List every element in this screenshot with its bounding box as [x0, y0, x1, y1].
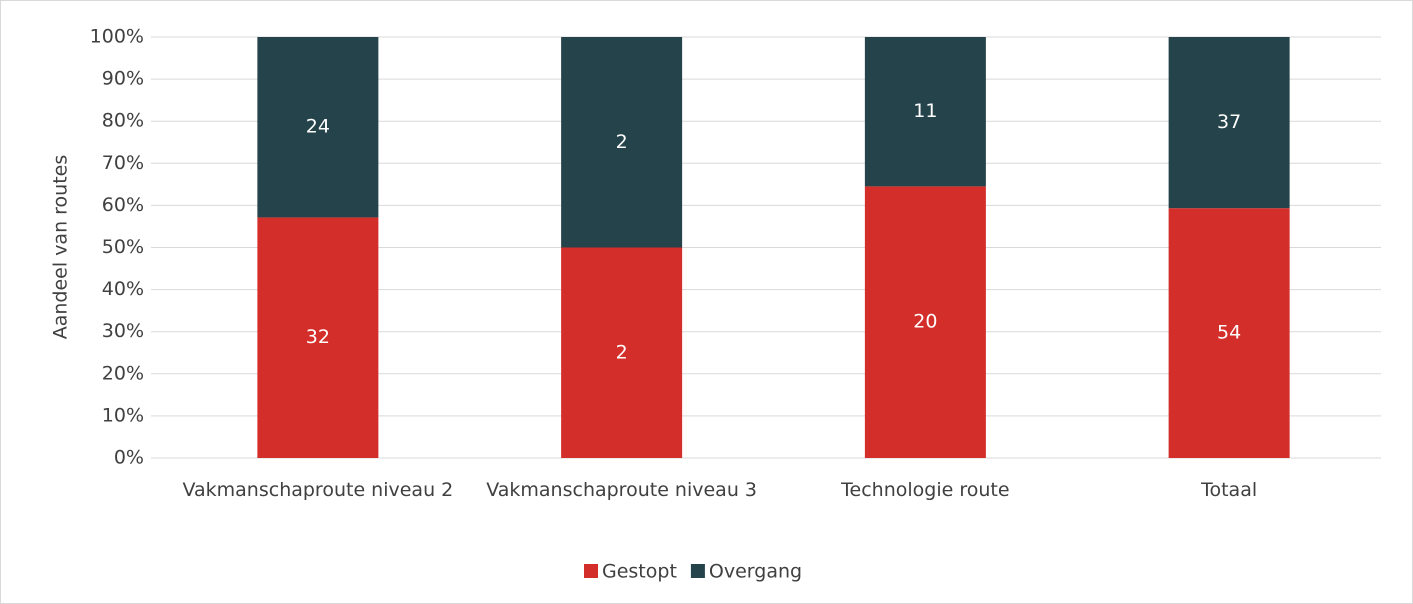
- legend-swatch: [584, 564, 598, 578]
- y-tick-label: 80%: [102, 110, 144, 132]
- legend-label: Overgang: [709, 561, 802, 583]
- x-tick-label: Vakmanschaproute niveau 2: [182, 479, 454, 501]
- data-label: 32: [306, 326, 330, 348]
- bar-segment: [864, 186, 986, 459]
- bar-segment: [561, 37, 683, 248]
- y-tick-label: 0%: [114, 447, 144, 469]
- x-tick-label: Technologie route: [841, 479, 1010, 501]
- y-tick-label: 60%: [102, 194, 144, 216]
- y-tick-label: 90%: [102, 68, 144, 90]
- bar-segment: [1168, 208, 1290, 458]
- bar-segment: [1168, 37, 1290, 209]
- legend-label: Gestopt: [602, 561, 677, 583]
- y-tick-label: 10%: [102, 404, 144, 426]
- y-tick-label: 20%: [102, 362, 144, 384]
- y-tick-label: 40%: [102, 278, 144, 300]
- bar-segment: [257, 37, 379, 218]
- y-axis-label: Aandeel van routes: [50, 155, 72, 340]
- data-label: 37: [1217, 111, 1241, 133]
- y-tick-label: 50%: [102, 236, 144, 258]
- bar-segment: [257, 217, 379, 458]
- data-label: 2: [616, 131, 628, 153]
- bar-segment: [864, 37, 986, 187]
- data-label: 54: [1217, 322, 1241, 344]
- x-tick-label: Vakmanschaproute niveau 3: [486, 479, 757, 501]
- data-label: 24: [306, 116, 330, 138]
- data-label: 2: [616, 341, 628, 363]
- y-tick-label: 100%: [90, 26, 144, 48]
- y-tick-label: 70%: [102, 152, 144, 174]
- data-label: 20: [913, 311, 937, 333]
- x-tick-label: Totaal: [1201, 479, 1258, 501]
- y-tick-label: 30%: [102, 320, 144, 342]
- data-label: 11: [913, 100, 937, 122]
- legend-swatch: [690, 564, 705, 578]
- bar-segment: [561, 247, 683, 458]
